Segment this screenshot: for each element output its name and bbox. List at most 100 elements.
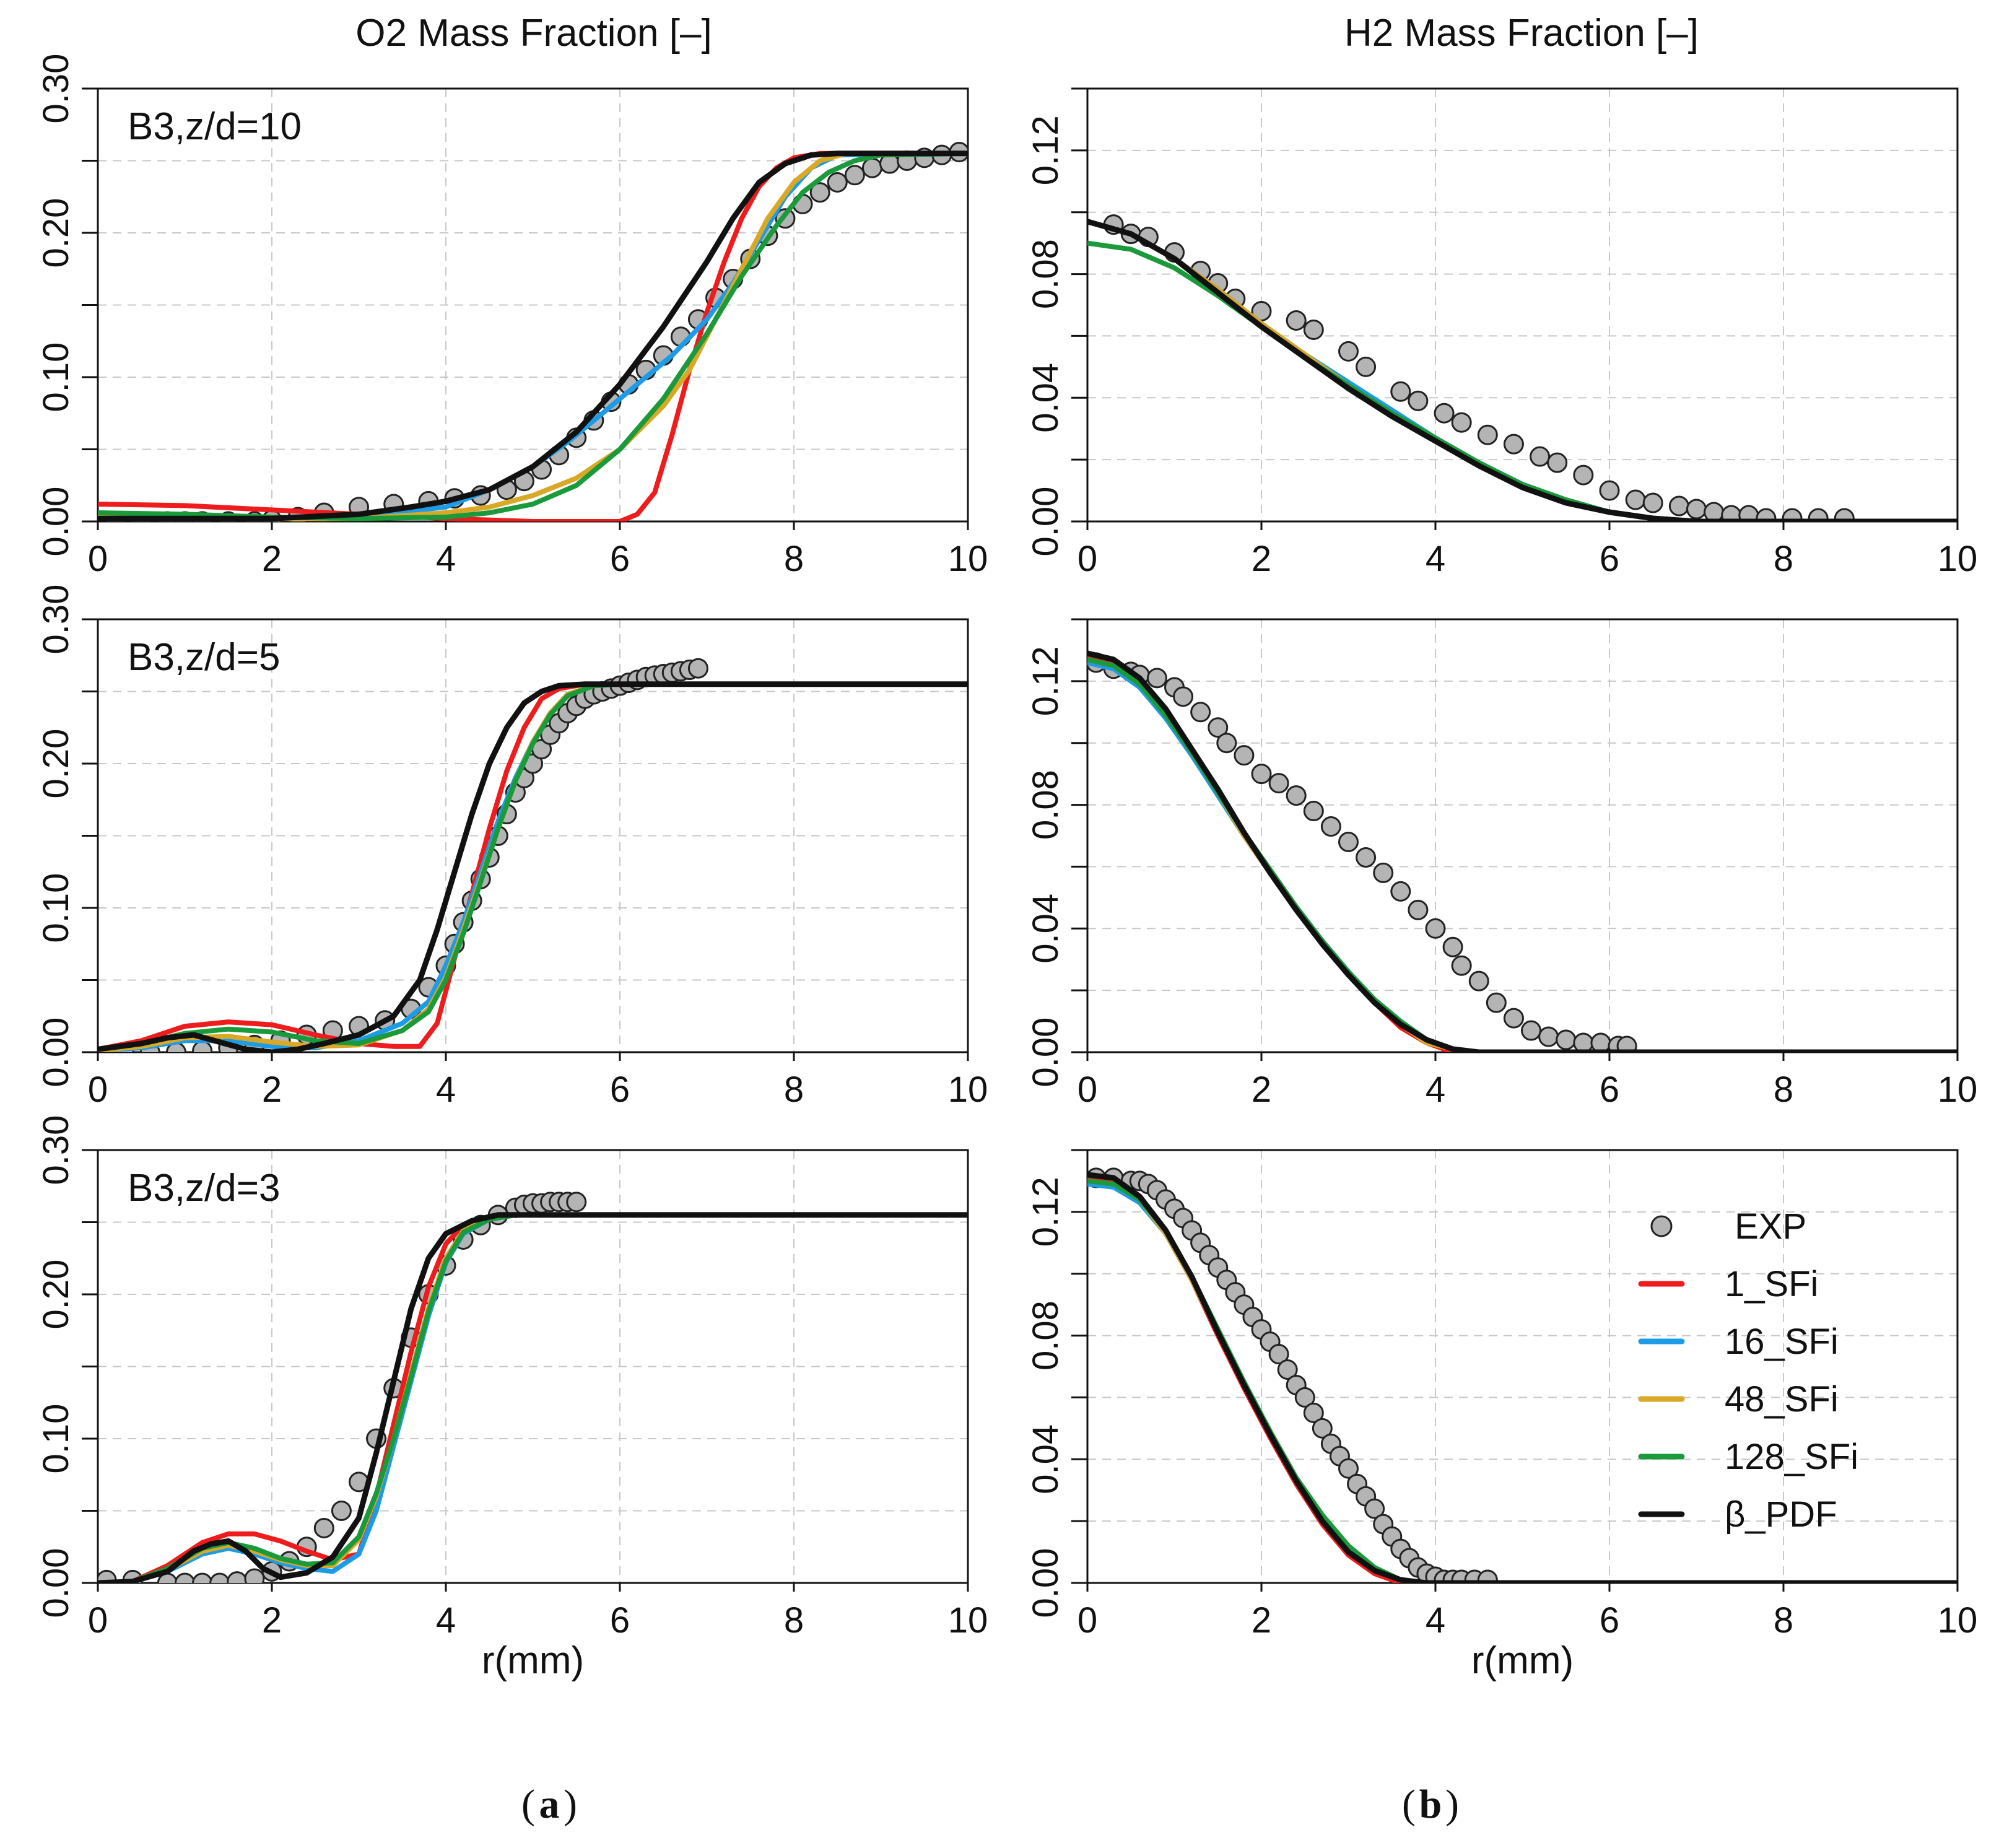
exp-point [844,165,865,186]
exp-point [1390,881,1411,902]
y-tick-label: 0.30 [36,585,76,655]
panels: 0.00 0.10 0.20 0.30 0 2 4 6 8 10 B3,z/d=10 0.00 0.04… [36,54,1977,1682]
x-tick-label: 0 [88,1600,108,1641]
y-tick-label: 0.00 [1025,1018,1066,1087]
exp-point [175,1572,195,1583]
exp-point [1251,764,1272,785]
y-tick-label: 0.12 [1025,1177,1066,1247]
exp-point [1642,492,1663,513]
svg-text:): ) [1445,1782,1459,1827]
y-tick-label: 0.04 [1025,1424,1066,1494]
x-tick-label: 4 [436,539,456,579]
exp-point [1521,1020,1542,1041]
x-tick-label: 2 [262,539,282,579]
x-tick-label: 6 [1600,1600,1619,1641]
exp-point [1208,717,1229,738]
exp-point [1451,412,1472,433]
y-tick-label: 0.00 [36,1548,76,1618]
y-tick-label: 0.00 [1025,487,1066,557]
legend-label: 128_SFi [1725,1437,1858,1477]
legend-item: 128_SFi [1638,1437,1858,1477]
exp-point [1286,310,1307,331]
y-tick-label: 0.20 [36,198,76,268]
exp-point [209,1572,230,1583]
legend-label: β_PDF [1725,1494,1837,1535]
series-line-1-sfi [1087,653,1957,1052]
exp-point [1364,1498,1385,1519]
exp-point [227,1571,248,1583]
exp-point [1477,1569,1498,1583]
exp-point [1356,847,1377,868]
series-line-48-sfi [1087,219,1957,521]
legend-label: 48_SFi [1725,1379,1839,1419]
series-group [98,658,968,1052]
y-tick-label: 0.04 [1025,363,1066,433]
x-tick-label: 4 [436,1070,456,1110]
series-line-48-sfi [98,1212,968,1583]
x-tick-label: 6 [610,1600,630,1641]
series-group [1087,650,1957,1052]
exp-point [1190,702,1211,723]
exp-point [1408,390,1429,411]
plot-frame [1086,618,1959,1053]
x-tick-label: 6 [1600,1070,1619,1110]
subfigure-letter-b: b [1419,1782,1442,1827]
x-axis-label: r(mm) [1471,1639,1574,1682]
exp-point [1268,773,1289,794]
y-tick-label: 0.12 [1025,115,1066,185]
exp-point [1216,733,1237,754]
x-tick-label: 8 [784,539,804,579]
x-tick-label: 6 [1600,539,1619,579]
exp-point [1756,508,1777,521]
panel-3: 0.00 0.10 0.20 0.30 0 2 4 6 8 10 B3,z/d=5 [36,585,988,1110]
series-line-128-sfi [98,1212,968,1583]
legend-label: EXP [1725,1206,1806,1247]
x-tick-label: 4 [1426,539,1445,579]
x-tick-label: 8 [1774,539,1793,579]
exp-point [244,1568,265,1583]
exp-point [1303,319,1324,340]
x-tick-label: 8 [784,1070,804,1110]
exp-point [1146,668,1167,689]
exp-point [1782,508,1803,521]
series-group [98,142,968,521]
panel-6: 0.00 0.04 0.08 0.12 0 2 4 6 8 10 r(mm) [1025,1149,1977,1682]
x-tick-label: 6 [610,1070,630,1110]
series-group [1087,214,1957,521]
y-tick-label: 0.20 [36,729,76,799]
y-tick-label: 0.08 [1025,239,1066,309]
exp-point [1408,899,1429,920]
exp-point [1808,508,1829,521]
x-axis-label: r(mm) [482,1639,584,1682]
series-line-1-sfi [98,1212,968,1583]
y-tick-label: 0.30 [36,1115,76,1185]
x-tick-label: 2 [262,1070,282,1110]
series-line--pdf [1087,219,1957,521]
x-tick-label: 2 [1252,1070,1271,1110]
exp-point [1616,1035,1637,1052]
y-tick-label: 0.12 [1025,646,1066,716]
legend-item: β_PDF [1638,1494,1837,1535]
x-tick-label: 10 [1938,539,1978,579]
x-tick-label: 2 [1252,1600,1271,1641]
exp-point [1320,816,1341,837]
x-tick-label: 8 [1774,1070,1793,1110]
x-tick-label: 0 [1078,1070,1097,1110]
exp-point [192,1572,213,1583]
x-tick-label: 0 [1078,1600,1097,1641]
column-title-h2: H2 Mass Fraction [–] [1344,12,1699,54]
y-tick-label: 0.04 [1025,894,1066,964]
exp-point [1277,1359,1298,1380]
panel-1: 0.00 0.10 0.20 0.30 0 2 4 6 8 10 B3,z/d=10 [36,54,988,579]
x-tick-label: 10 [948,1070,988,1110]
exp-point [1338,341,1359,362]
exp-point [157,1572,178,1583]
exp-point [1486,992,1507,1013]
exp-point [1268,1344,1289,1365]
x-tick-label: 0 [88,539,108,579]
exp-point [1538,1026,1559,1047]
exp-point [1286,785,1307,806]
exp-point [687,658,708,679]
series-line--pdf [98,681,968,1052]
subfigure-label-a: ( a ) [521,1782,577,1827]
